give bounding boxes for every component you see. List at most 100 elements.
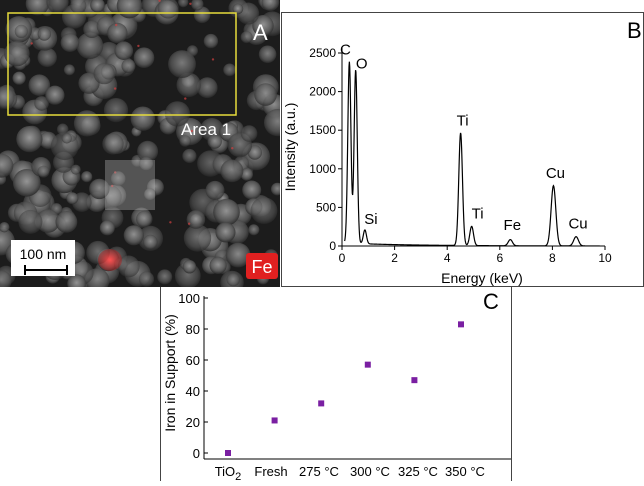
nanoparticle	[168, 50, 196, 78]
nanoparticle	[34, 96, 49, 111]
eds-peak-label-cu: Cu	[568, 216, 587, 233]
eds-x-tick-label: 4	[444, 251, 451, 265]
nanoparticle	[4, 40, 30, 67]
nanoparticle	[225, 242, 251, 268]
nanoparticle	[252, 15, 274, 37]
fe-signal-dot	[30, 42, 33, 45]
iron-category-label: 300 °C	[350, 464, 390, 479]
iron-support-chart: C 0 20 40 60 80 100 TiO2 Fresh 275 °C 300 °C 325 …	[162, 289, 511, 483]
fe-signal-dot	[137, 44, 140, 48]
nanoparticle	[137, 140, 159, 162]
nanoparticle	[144, 188, 156, 201]
nanoparticle	[117, 255, 140, 278]
nanoparticle	[114, 41, 134, 60]
nanoparticle	[116, 0, 143, 19]
eds-peak-label-c: C	[340, 42, 351, 59]
nanoparticle	[55, 211, 78, 233]
iron-y-tick-label: 20	[186, 415, 200, 430]
nanoparticle	[70, 0, 87, 14]
area-1-label: Area 1	[181, 120, 231, 139]
nanoparticle	[182, 260, 197, 274]
iron-data-point	[411, 377, 418, 384]
nanoparticle	[37, 47, 57, 68]
nanoparticle	[76, 32, 104, 59]
nanoparticle	[240, 168, 253, 181]
fe-signal-dot	[187, 222, 191, 225]
nanoparticle	[207, 134, 222, 149]
nanoparticle	[90, 0, 105, 13]
nanoparticle	[12, 169, 41, 197]
nanoparticle	[157, 0, 179, 19]
nanoparticle	[136, 210, 153, 228]
fe-signal-dot	[111, 184, 114, 188]
nanoparticle	[196, 77, 218, 99]
iron-y-tick-label: 100	[178, 291, 200, 306]
panel-a-label: A	[253, 20, 268, 45]
nanoparticle	[110, 171, 126, 186]
nanoparticle	[220, 159, 244, 183]
iron-y-tick-label: 80	[186, 322, 200, 337]
fe-signal-spot	[98, 249, 122, 271]
nanoparticle	[182, 148, 197, 164]
iron-data-point	[271, 417, 278, 424]
nanoparticle	[205, 180, 225, 200]
eds-spectrum-chart: B 0 2 4 6 8 10 0 500 1000 1500 2000 2500 CO Si Ti Ti Fe…	[282, 18, 642, 286]
nanoparticle	[63, 64, 75, 76]
eds-peak-label-si: Si	[364, 211, 377, 228]
nanoparticle	[37, 27, 51, 41]
fe-map-tag-label: Fe	[251, 257, 272, 277]
iron-support-panel: C 0 20 40 60 80 100 TiO2 Fresh 275 °C 300 °C 325 …	[160, 287, 512, 483]
nanoparticle	[12, 71, 26, 85]
area-1-box	[7, 12, 237, 116]
fe-signal-dot	[115, 23, 118, 27]
nanoparticle	[0, 270, 12, 287]
nanoparticle	[89, 178, 110, 200]
panel-c-label: C	[483, 289, 499, 314]
iron-category-label: 350 °C	[445, 464, 485, 479]
nanoparticle	[60, 33, 80, 52]
nanoparticle	[248, 224, 260, 236]
nanoparticle	[36, 209, 60, 233]
eds-peak-label-o: O	[356, 55, 368, 72]
iron-category-label: 325 °C	[398, 464, 438, 479]
nanoparticle	[254, 83, 277, 106]
iron-category-label: TiO2	[215, 464, 242, 481]
fe-signal-dot	[211, 58, 215, 61]
stem-image: Area 1 A 100 nm Fe	[0, 0, 280, 287]
nanoparticle	[14, 24, 28, 38]
eds-y-tick-label: 0	[329, 239, 336, 253]
fe-map-tag	[246, 253, 278, 279]
nanoparticle	[102, 133, 124, 155]
nanoparticle	[164, 101, 190, 127]
nanoparticle	[73, 110, 101, 137]
eds-x-tick-label: 10	[598, 251, 612, 265]
nanoparticle	[61, 133, 72, 144]
nanoparticle	[250, 197, 278, 225]
nanoparticle	[157, 269, 173, 285]
iron-y-tick-label: 40	[186, 384, 200, 399]
eds-y-tick-label: 2000	[309, 85, 336, 99]
iron-category-label: 275 °C	[299, 464, 339, 479]
fe-signal-dot	[231, 147, 234, 150]
nanoparticle	[81, 171, 93, 183]
nanoparticle	[123, 225, 144, 246]
nanoparticle	[176, 72, 201, 98]
nanoparticle	[45, 85, 65, 105]
nanoparticle	[240, 31, 253, 44]
nanoparticle	[18, 209, 43, 234]
fe-signal-dot	[190, 129, 194, 133]
nanoparticle	[215, 222, 236, 243]
nanoparticle	[25, 0, 50, 16]
nanoparticle	[66, 192, 79, 205]
iron-y-tick-label: 60	[186, 353, 200, 368]
nanoparticle	[213, 198, 240, 226]
eds-y-axis-label: Intensity (a.u.)	[282, 103, 298, 192]
stem-image-panel: Area 1 A 100 nm Fe	[0, 0, 280, 287]
fe-signal-dot	[113, 87, 117, 90]
nanoparticle	[70, 164, 81, 175]
nanoparticle	[261, 0, 280, 11]
nanoparticle	[226, 273, 240, 287]
nanoparticle	[179, 135, 191, 147]
nanoparticle	[83, 20, 101, 38]
nanoparticle	[270, 182, 280, 196]
